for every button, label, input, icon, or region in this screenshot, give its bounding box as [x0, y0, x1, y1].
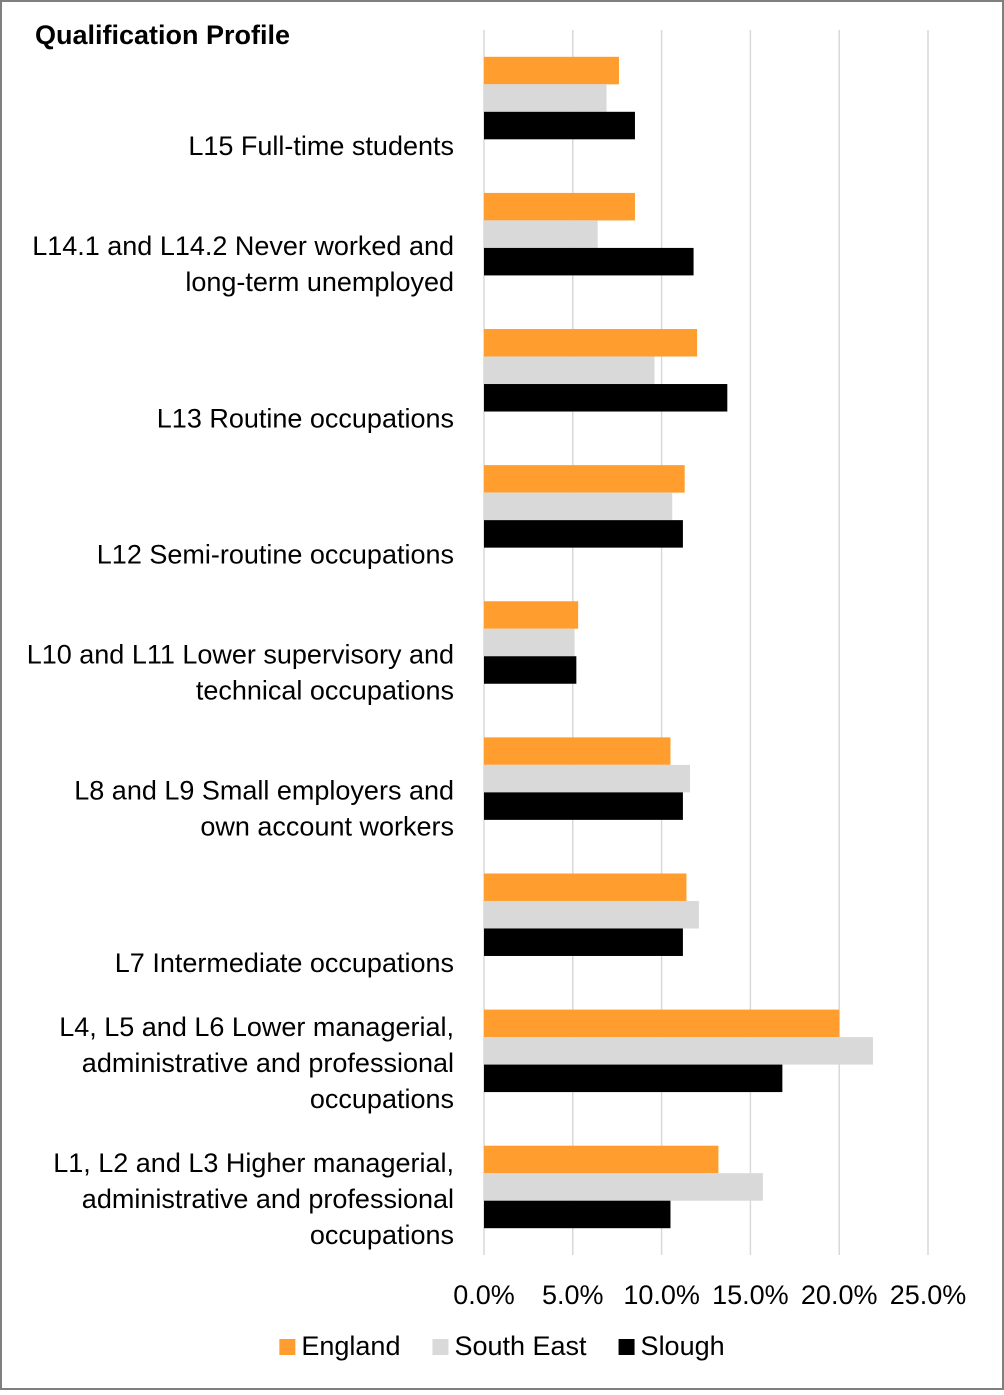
- bar: [484, 928, 683, 956]
- bar: [484, 1173, 763, 1201]
- y-tick-label: L7 Intermediate occupations: [115, 948, 454, 978]
- bar: [484, 111, 635, 140]
- bar: [484, 329, 698, 357]
- bar: [484, 1037, 873, 1065]
- bar: [484, 1009, 840, 1038]
- bar: [484, 84, 607, 112]
- legend-swatch: [432, 1339, 449, 1355]
- y-tick-label: L12 Semi-routine occupations: [97, 540, 454, 570]
- bar: [484, 247, 694, 276]
- legend-label: Slough: [641, 1331, 725, 1361]
- y-tick-label: L13 Routine occupations: [157, 403, 454, 433]
- bar: [484, 900, 699, 929]
- x-tick-label: 10.0%: [623, 1280, 700, 1310]
- bar: [484, 220, 598, 248]
- bar: [484, 1200, 671, 1229]
- bar: [484, 628, 575, 657]
- legend-swatch: [618, 1339, 635, 1355]
- chart-title: Qualification Profile: [35, 20, 290, 50]
- bar: [484, 1064, 783, 1093]
- legend-swatch: [279, 1339, 296, 1355]
- bar: [484, 520, 683, 548]
- bar: [484, 656, 577, 684]
- bar: [484, 1145, 719, 1174]
- x-tick-label: 5.0%: [542, 1280, 604, 1310]
- bar: [484, 192, 635, 221]
- legend: England South East Slough: [279, 1331, 725, 1361]
- bar: [484, 601, 579, 629]
- bar: [484, 356, 655, 385]
- bar: [484, 873, 687, 901]
- bar: [484, 492, 673, 521]
- legend-label: South East: [454, 1331, 587, 1361]
- y-tick-label: L4, L5 and L6 Lower managerial, administr…: [59, 1012, 454, 1114]
- bar: [484, 384, 728, 412]
- bar: [484, 737, 671, 765]
- y-tick-label: L8 and L9 Small employers and own account…: [74, 776, 454, 842]
- y-tick-label: L10 and L11 Lower supervisory and technic…: [27, 640, 454, 706]
- bar: [484, 465, 685, 493]
- bar: [484, 792, 683, 820]
- y-tick-label: L14.1 and L14.2 Never worked and long-ter…: [32, 231, 454, 297]
- bar: [484, 56, 619, 85]
- y-tick-label: L15 Full-time students: [188, 131, 454, 161]
- x-tick-label: 20.0%: [801, 1280, 878, 1310]
- bar: [484, 764, 691, 793]
- x-tick-label: 15.0%: [712, 1280, 789, 1310]
- x-tick-label: 0.0%: [453, 1280, 515, 1310]
- legend-label: England: [301, 1331, 400, 1361]
- x-tick-label: 25.0%: [890, 1280, 967, 1310]
- y-tick-label: L1, L2 and L3 Higher managerial, administ…: [53, 1148, 454, 1250]
